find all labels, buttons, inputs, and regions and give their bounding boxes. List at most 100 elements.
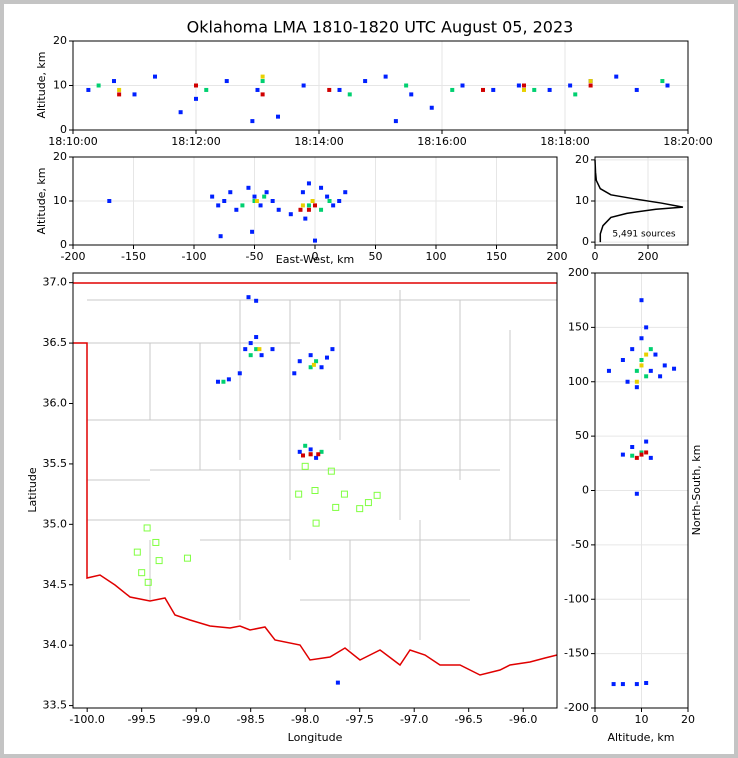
x-tick-label: 18:14:00	[294, 135, 343, 148]
x-tick-label: 10	[635, 713, 649, 726]
station	[295, 490, 303, 498]
source	[117, 92, 122, 97]
source	[363, 79, 368, 84]
source	[270, 347, 275, 352]
source	[117, 87, 122, 92]
source	[252, 194, 257, 199]
source	[228, 190, 233, 195]
y-tick-label: 0	[582, 484, 589, 497]
plot-frame	[594, 156, 689, 246]
x-tick-label: -150	[121, 250, 146, 263]
source	[522, 83, 526, 88]
source	[409, 92, 414, 97]
source	[276, 207, 281, 212]
source	[259, 353, 264, 358]
source	[660, 79, 665, 84]
x-tick-label: 0	[592, 713, 599, 726]
source	[672, 366, 677, 371]
source	[347, 92, 352, 97]
source	[588, 79, 593, 84]
source	[588, 83, 593, 88]
y-tick-label: 150	[568, 320, 589, 333]
source	[194, 83, 198, 88]
plot-frame	[594, 272, 689, 709]
station	[312, 519, 320, 527]
x-tick-label: -98.0	[291, 713, 319, 726]
source	[301, 453, 306, 458]
station	[144, 578, 152, 586]
source	[300, 190, 305, 195]
source	[327, 87, 332, 92]
source	[325, 194, 330, 199]
source	[310, 199, 315, 203]
source	[330, 347, 335, 352]
source	[246, 295, 251, 300]
y-tick-label: -150	[564, 647, 589, 660]
y-tick-label: 34.0	[43, 638, 68, 651]
y-tick-label: 37.0	[43, 276, 68, 289]
source	[258, 203, 263, 208]
x-tick-label: 50	[369, 250, 383, 263]
x-tick-label: -99.0	[182, 713, 210, 726]
station	[327, 467, 335, 475]
source	[254, 335, 259, 340]
x-tick-label: 100	[426, 250, 447, 263]
plot-frame	[72, 156, 558, 246]
station	[143, 524, 151, 532]
source	[248, 341, 253, 346]
source	[255, 87, 260, 92]
x-tick-label: 0	[312, 250, 319, 263]
source	[639, 336, 644, 341]
source	[270, 199, 275, 203]
y-axis-label: Altitude, km	[35, 167, 48, 234]
source	[625, 379, 630, 384]
source	[639, 363, 644, 368]
source	[481, 87, 485, 92]
y-tick-label: 20	[575, 153, 589, 166]
histogram-line	[594, 159, 684, 243]
source	[297, 449, 302, 454]
station	[364, 499, 372, 507]
county-lines	[87, 290, 557, 650]
x-tick-label: 18:18:00	[540, 135, 589, 148]
source	[264, 190, 269, 195]
y-tick-label: 10	[53, 79, 67, 92]
station	[183, 554, 191, 562]
x-tick-label: -98.5	[236, 713, 264, 726]
y-tick-label: -50	[571, 538, 589, 551]
state-border	[73, 282, 558, 676]
y-tick-label: 0	[60, 123, 67, 136]
source	[648, 347, 653, 352]
source	[634, 379, 639, 384]
y-tick-label: -100	[564, 592, 589, 605]
source	[644, 439, 649, 444]
source	[614, 74, 619, 79]
source	[234, 207, 239, 212]
station	[356, 505, 364, 513]
source	[306, 207, 311, 212]
source	[620, 452, 625, 457]
source	[634, 368, 639, 373]
source	[204, 87, 209, 92]
source	[491, 87, 496, 92]
x-tick-label: -100.0	[69, 713, 104, 726]
source	[298, 207, 303, 212]
source	[639, 452, 644, 457]
x-tick-label: -100	[182, 250, 207, 263]
source	[260, 92, 265, 97]
source	[316, 452, 321, 457]
source	[250, 119, 255, 124]
source	[653, 352, 658, 357]
source	[306, 181, 311, 186]
source	[634, 491, 639, 496]
x-tick-label: 20	[681, 713, 695, 726]
source	[634, 87, 639, 92]
source	[308, 447, 313, 452]
source	[210, 194, 215, 199]
y-tick-label: 50	[575, 429, 589, 442]
source	[335, 680, 340, 685]
y-tick-label: 10	[575, 194, 589, 207]
source	[240, 203, 245, 208]
x-tick-label: 150	[486, 250, 507, 263]
